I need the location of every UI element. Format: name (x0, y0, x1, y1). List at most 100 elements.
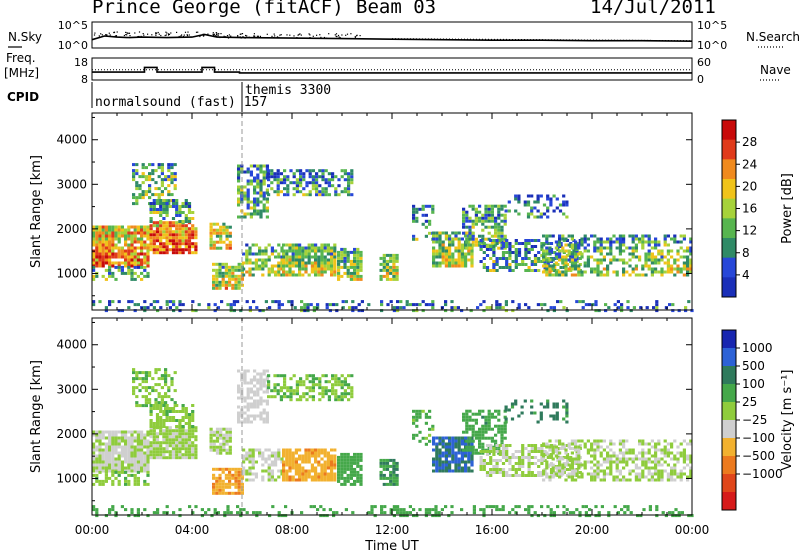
power-cell (451, 252, 455, 256)
power-cell (256, 173, 260, 177)
velocity-cell (593, 463, 597, 467)
velocity-cell (120, 448, 124, 452)
velocity-cell (474, 436, 478, 440)
velocity-cell (625, 463, 629, 467)
velocity-cell (191, 419, 195, 422)
power-cell (660, 273, 664, 277)
power-cell (618, 246, 622, 250)
velocity-cell (127, 436, 131, 440)
velocity-cell (561, 466, 565, 470)
velocity-cell (143, 479, 147, 483)
power-cell (143, 258, 147, 262)
velocity-cell (625, 478, 629, 482)
power-cell (256, 197, 260, 201)
velocity-cell (146, 439, 150, 443)
power-cell (347, 178, 351, 182)
power-cell (432, 234, 436, 238)
velocity-cell (465, 445, 469, 449)
power-cell (277, 306, 281, 310)
velocity-cell (350, 374, 354, 378)
velocity-cell (323, 463, 327, 467)
power-cell (479, 303, 483, 307)
velocity-cell (288, 454, 292, 458)
velocity-cell (511, 465, 515, 468)
velocity-cell (298, 478, 302, 482)
velocity-cell (302, 392, 306, 396)
velocity-cell (389, 482, 393, 486)
sky-noise-point (100, 33, 102, 35)
power-cell (500, 234, 504, 238)
power-cell (95, 249, 99, 253)
velocity-cell (337, 455, 341, 459)
velocity-cell (219, 445, 223, 449)
power-cell (149, 245, 153, 249)
power-cell (679, 270, 683, 274)
power-cell (503, 222, 507, 226)
power-cell (438, 243, 442, 247)
velocity-cell (479, 462, 483, 465)
power-cell (471, 243, 475, 247)
power-cell (130, 255, 134, 259)
power-cell (558, 249, 562, 253)
power-cell (143, 309, 147, 313)
power-cell (168, 230, 172, 234)
power-cell (220, 300, 224, 304)
velocity-cell (95, 457, 99, 461)
power-cell (181, 205, 185, 208)
velocity-cell (618, 457, 622, 461)
velocity-cell (98, 445, 102, 449)
velocity-cell (248, 460, 252, 464)
power-cell (273, 190, 277, 194)
velocity-cell (259, 378, 263, 382)
power-cell (644, 258, 648, 262)
power-cell (482, 242, 486, 245)
velocity-cell (98, 466, 102, 470)
velocity-cell (545, 466, 549, 470)
velocity-cell (527, 474, 531, 477)
velocity-cell (259, 396, 263, 400)
velocity-cell (438, 457, 442, 461)
power-cell (101, 252, 105, 256)
power-cell (133, 225, 137, 229)
power-cell (333, 249, 337, 253)
power-cell (451, 240, 455, 244)
power-cell (104, 268, 108, 272)
velocity-cell (181, 453, 185, 457)
velocity-cell (609, 460, 613, 464)
velocity-cell (570, 460, 574, 464)
velocity-cell (467, 466, 471, 470)
power-cell (108, 258, 112, 262)
power-cell (117, 237, 121, 241)
velocity-cell (130, 448, 134, 452)
velocity-cell (209, 445, 213, 449)
power-cell (253, 191, 257, 195)
velocity-cell (507, 408, 511, 412)
power-cell (274, 300, 278, 304)
power-cell (148, 190, 152, 194)
velocity-cell (140, 442, 144, 446)
velocity-cell (218, 485, 222, 489)
velocity-cell (165, 447, 169, 451)
power-cell (514, 242, 518, 245)
power-cell (435, 234, 439, 238)
power-cell (542, 255, 546, 259)
velocity-cell (104, 457, 108, 461)
power-cell (136, 252, 140, 256)
velocity-cell (552, 417, 556, 421)
power-cell (451, 258, 455, 262)
power-cell (359, 256, 363, 260)
power-cell (503, 213, 507, 217)
power-cell (465, 213, 469, 217)
sky-noise-point (337, 34, 340, 37)
sky-noise-point (213, 33, 216, 35)
power-cell (561, 255, 565, 259)
velocity-cell (127, 482, 131, 486)
velocity-cell (305, 374, 309, 378)
power-cell (159, 239, 163, 243)
velocity-cell (301, 475, 305, 479)
power-cell (209, 231, 213, 235)
power-cell (471, 207, 475, 211)
power-cell (92, 268, 96, 272)
velocity-cell (644, 457, 648, 461)
power-cell (222, 225, 226, 229)
